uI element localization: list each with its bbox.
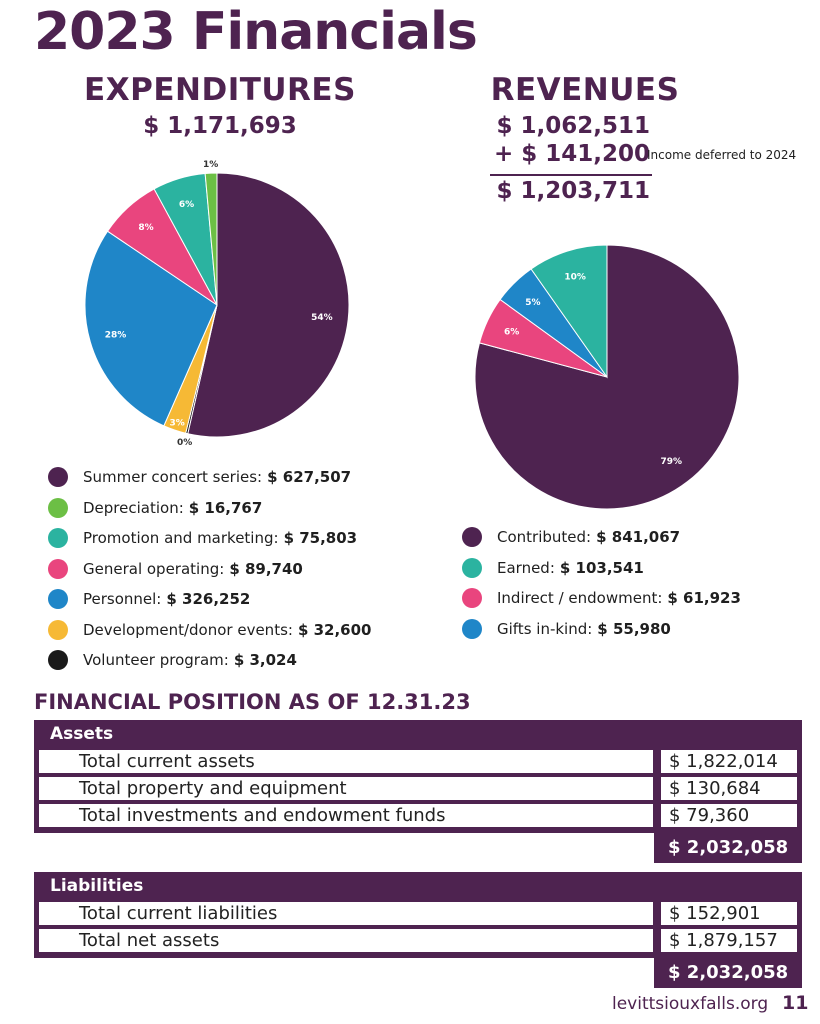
legend-item: Promotion and marketing: $ 75,803	[48, 523, 372, 554]
legend-value: $ 32,600	[297, 620, 372, 639]
row-value: $ 79,360	[660, 803, 798, 828]
liabilities-total: $ 2,032,058	[654, 958, 802, 988]
legend-item: Contributed: $ 841,067	[462, 522, 741, 553]
legend-item: Indirect / endowment: $ 61,923	[462, 583, 741, 614]
legend-swatch	[48, 650, 68, 671]
legend-swatch	[48, 528, 68, 549]
legend-label: Indirect / endowment:	[497, 589, 663, 608]
legend-swatch	[462, 588, 482, 609]
revenues-pie-chart: 79% 6% 5% 10%	[474, 244, 740, 510]
pie-slice	[84, 230, 218, 427]
row-value: $ 1,879,157	[660, 928, 798, 953]
row-label: Total net assets	[38, 928, 654, 953]
revenues-line-1: $ 1,062,511	[496, 113, 650, 139]
page-title: 2023 Financials	[34, 2, 478, 62]
financial-position-title: FINANCIAL POSITION AS OF 12.31.23	[34, 690, 471, 714]
pie-data-label: 6%	[179, 200, 194, 210]
pie-data-label: 0%	[177, 438, 192, 448]
revenues-heading: REVENUES	[490, 72, 680, 108]
revenues-line-2: + $ 141,200	[493, 141, 650, 167]
pie-data-label: 79%	[661, 457, 683, 467]
legend-swatch	[48, 589, 68, 610]
row-label: Total property and equipment	[38, 776, 654, 801]
row-label: Total investments and endowment funds	[38, 803, 654, 828]
legend-label: Contributed:	[497, 528, 592, 547]
legend-value: $ 75,803	[283, 529, 358, 548]
legend-value: $ 61,923	[667, 589, 741, 608]
row-value: $ 152,901	[660, 901, 798, 926]
pie-data-label: 54%	[311, 313, 333, 323]
revenues-legend: Contributed: $ 841,067 Earned: $ 103,541 I…	[462, 522, 741, 644]
table-row: Total current assets $ 1,822,014	[34, 748, 802, 775]
legend-label: Summer concert series:	[83, 468, 263, 487]
liabilities-table: Liabilities Total current liabilities $ …	[34, 872, 802, 988]
expenditures-pie-chart: 54% 0% 3% 28% 8% 6% 1%	[84, 160, 350, 448]
page-number: 11	[782, 992, 809, 1014]
table-row: Total investments and endowment funds $ …	[34, 802, 802, 829]
legend-label: Gifts in-kind:	[497, 619, 593, 638]
legend-label: Development/donor events:	[83, 620, 293, 639]
pie-data-label: 5%	[525, 298, 540, 308]
table-row: Total current liabilities $ 152,901	[34, 900, 802, 927]
pie-slice	[204, 172, 218, 306]
legend-item: General operating: $ 89,740	[48, 554, 372, 585]
pie-data-label: 1%	[203, 160, 218, 170]
legend-value: $ 55,980	[597, 619, 671, 638]
legend-item: Personnel: $ 326,252	[48, 584, 372, 615]
legend-item: Earned: $ 103,541	[462, 553, 741, 584]
legend-value: $ 627,507	[267, 468, 352, 487]
pie-slice	[187, 172, 350, 438]
expenditures-legend: Summer concert series: $ 627,507 Deprecia…	[48, 462, 372, 676]
legend-swatch	[462, 618, 482, 639]
legend-swatch	[48, 619, 68, 640]
legend-label: Earned:	[497, 558, 555, 577]
legend-swatch	[48, 558, 68, 579]
assets-table: Assets Total current assets $ 1,822,014 …	[34, 720, 802, 863]
legend-label: Depreciation:	[83, 498, 184, 517]
pie-data-label: 10%	[564, 272, 586, 282]
legend-value: $ 103,541	[559, 558, 644, 577]
legend-value: $ 326,252	[166, 590, 251, 609]
revenues-total: $ 1,203,711	[496, 178, 650, 204]
legend-value: $ 841,067	[596, 528, 681, 547]
legend-item: Volunteer program: $ 3,024	[48, 645, 372, 676]
pie-data-label: 8%	[138, 223, 153, 233]
revenues-sum-rule	[490, 174, 652, 176]
legend-label: Personnel:	[83, 590, 162, 609]
legend-swatch	[462, 527, 482, 548]
pie-data-label: 6%	[504, 328, 519, 338]
legend-value: $ 3,024	[233, 651, 297, 670]
row-value: $ 1,822,014	[660, 749, 798, 774]
legend-item: Gifts in-kind: $ 55,980	[462, 614, 741, 645]
pie-data-label: 3%	[170, 419, 185, 429]
legend-swatch	[462, 557, 482, 578]
legend-label: Promotion and marketing:	[83, 529, 279, 548]
row-value: $ 130,684	[660, 776, 798, 801]
liabilities-heading: Liabilities	[34, 872, 802, 900]
table-row: Total net assets $ 1,879,157	[34, 927, 802, 954]
legend-label: General operating:	[83, 559, 225, 578]
legend-swatch	[48, 497, 68, 518]
legend-item: Summer concert series: $ 627,507	[48, 462, 372, 493]
footer-url[interactable]: levittsiouxfalls.org	[612, 994, 769, 1014]
legend-value: $ 89,740	[229, 559, 303, 578]
legend-item: Depreciation: $ 16,767	[48, 493, 372, 524]
expenditures-heading: EXPENDITURES	[84, 72, 356, 108]
assets-heading: Assets	[34, 720, 802, 748]
assets-total: $ 2,032,058	[654, 833, 802, 863]
legend-value: $ 16,767	[188, 498, 263, 517]
legend-label: Volunteer program:	[83, 651, 229, 670]
pie-data-label: 28%	[105, 330, 127, 340]
row-label: Total current liabilities	[38, 901, 654, 926]
legend-item: Development/donor events: $ 32,600	[48, 615, 372, 646]
row-label: Total current assets	[38, 749, 654, 774]
table-row: Total property and equipment $ 130,684	[34, 775, 802, 802]
pie-slice	[530, 244, 608, 379]
legend-swatch	[48, 467, 68, 488]
expenditures-total: $ 1,171,693	[143, 113, 297, 139]
revenues-deferred-note: Income deferred to 2024	[647, 148, 797, 162]
